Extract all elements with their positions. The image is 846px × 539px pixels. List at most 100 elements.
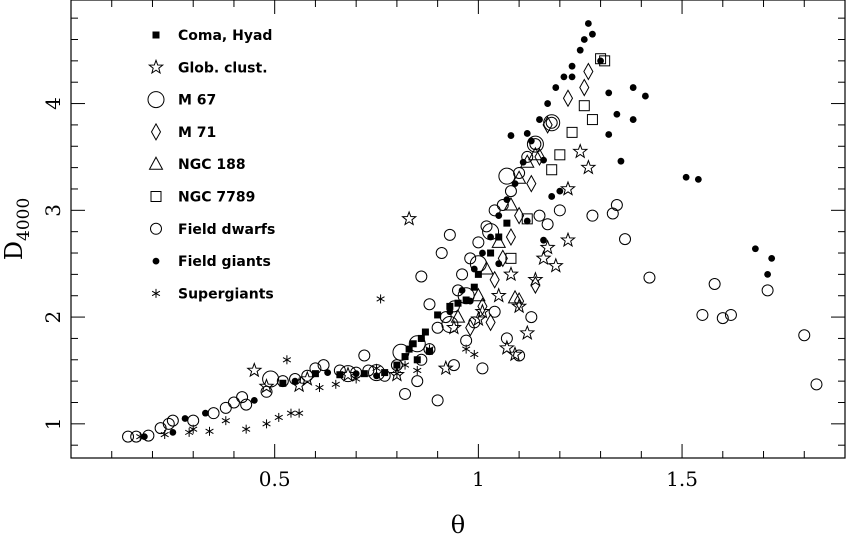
point-m-71 [542,115,553,134]
point-field-giants [605,89,613,97]
legend-marker-supergiants-stroke [151,290,161,297]
point-field-giants [764,270,771,278]
point-field-dwarfs [460,334,473,347]
point-supergiants-stroke [189,426,198,432]
point-coma-hyad [393,361,401,369]
point-supergiants-stroke [425,346,434,352]
point-ngc-188 [491,234,507,248]
point-field-giants [556,187,564,195]
point-field-dwarfs [423,343,436,356]
point-glob-clust [490,287,507,303]
legend-marker-coma-hyad [152,31,160,39]
point-field-giants [495,212,503,220]
legend-label-coma-hyad: Coma, Hyad [178,28,272,44]
point-field-dwarfs [240,398,253,411]
point-field-dwarfs [724,308,737,321]
point-field-giants [613,110,621,118]
x-tick-label: 1.5 [666,467,698,491]
point-supergiants [470,349,479,359]
point-supergiants [376,294,385,304]
legend-marker-field-dwarfs [150,222,162,235]
point-coma-hyad [434,311,442,319]
point-field-dwarfs [411,375,424,388]
point-field-giants [580,36,588,43]
point-field-dwarfs [468,316,481,329]
point-field-dwarfs [488,305,501,318]
legend-marker-supergiants [151,288,161,298]
point-field-dwarfs [309,362,322,375]
point-field-dwarfs [798,329,811,342]
point-field-giants [540,156,547,164]
point-field-giants [768,254,776,262]
point-field-dwarfs [586,209,599,222]
y-axis-title: D4000 [0,198,34,261]
axis-ticks [71,0,845,458]
point-coma-hyad [446,302,454,310]
point-field-dwarfs [276,375,289,388]
point-field-dwarfs [415,270,428,283]
legend-label-ngc-7789: NGC 7789 [178,190,255,206]
point-glob-clust [535,249,552,266]
point-ngc-188 [507,289,523,304]
point-supergiants-stroke [470,351,479,358]
point-supergiants [184,427,194,437]
point-ngc-7789 [505,252,517,264]
point-glob-clust [246,362,263,378]
point-field-dwarfs [761,284,774,297]
point-field-giants [466,297,474,305]
point-supergiants-stroke [392,370,402,377]
point-coma-hyad [413,356,421,364]
point-field-dwarfs [525,311,538,324]
point-supergiants [189,424,198,434]
point-field-giants [507,132,515,139]
point-glob-clust [437,359,454,376]
point-glob-clust [559,180,576,196]
point-m-67 [408,335,426,353]
point-glob-clust [502,265,519,282]
point-supergiants [413,365,422,375]
point-field-dwarfs [606,207,619,220]
point-field-giants [324,369,332,376]
point-glob-clust [401,210,418,226]
legend-marker-m-67 [147,91,165,109]
point-field-giants [446,308,454,316]
point-m-71 [477,297,488,316]
point-field-dwarfs [456,268,469,281]
point-coma-hyad [474,270,482,278]
point-supergiants [294,408,304,418]
point-field-dwarfs [162,417,175,430]
point-supergiants [462,344,471,354]
point-coma-hyad [401,353,409,361]
point-field-giants [479,249,486,257]
point-supergiants [242,424,251,434]
point-m-71 [530,276,541,295]
point-field-dwarfs [529,138,542,151]
point-field-dwarfs [447,359,460,372]
point-field-dwarfs [696,308,709,321]
point-m-71 [579,78,590,97]
point-field-dwarfs [439,311,452,324]
point-field-giants [536,116,543,123]
point-field-dwarfs [500,332,513,345]
point-supergiants [274,412,283,422]
data-points [122,20,823,443]
legend-marker-ngc-188 [148,156,164,170]
point-field-giants [511,180,519,188]
point-field-giants [540,236,547,244]
legend: Coma, Hyad Glob. clust. M 67 M 71 NGC 188 NGC… [147,28,275,302]
x-tick-label: 0.5 [259,467,291,491]
point-supergiants-stroke [242,426,251,432]
point-field-giants [617,157,625,165]
point-glob-clust [539,239,556,255]
point-ngc-7789 [566,126,578,138]
point-field-giants [568,73,576,81]
legend-marker-m-71 [150,122,162,141]
point-supergiants-stroke [352,376,361,382]
point-supergiants-stroke [282,357,292,363]
point-field-dwarfs [431,321,444,334]
point-field-dwarfs [362,364,375,377]
point-field-dwarfs [333,364,346,377]
y-axis-title-main: D [0,241,28,260]
point-ngc-7789 [586,114,598,126]
